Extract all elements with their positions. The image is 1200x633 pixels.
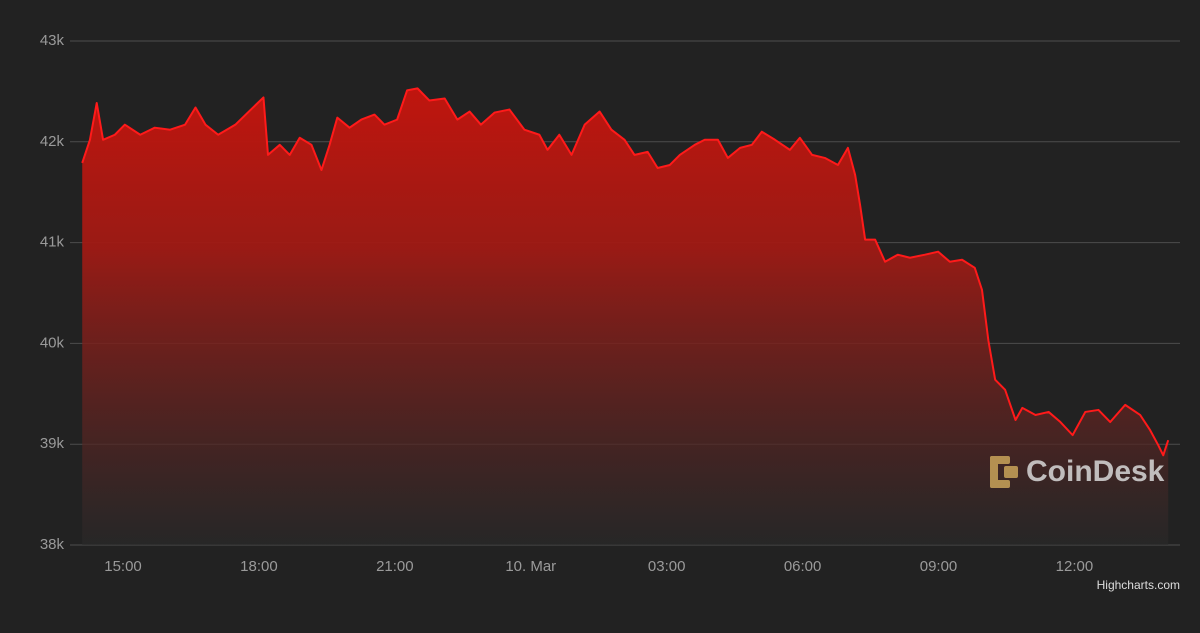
x-tick-label: 06:00 (784, 558, 822, 575)
x-tick-label: 03:00 (648, 558, 686, 575)
y-tick-label: 42k (40, 133, 65, 150)
x-tick-label: 12:00 (1056, 558, 1094, 575)
price-line (81, 87, 1170, 457)
axis-labels: 38k 39k 40k 41k 42k 43k 15:00 18:00 21:00 10. Mar… (40, 32, 1093, 575)
x-tick-label: 09:00 (920, 558, 958, 575)
watermark: CoinDesk (1026, 455, 1165, 488)
watermark-group: CoinDesk (990, 455, 1165, 488)
y-tick-label: 40k (40, 334, 65, 351)
credits: Highcharts.com (1097, 578, 1180, 592)
x-tick-label: 21:00 (376, 558, 414, 575)
y-tick-label: 38k (40, 536, 65, 553)
x-tick-label: 18:00 (240, 558, 278, 575)
watermark-icon (990, 456, 1018, 488)
plot-area (81, 87, 1170, 545)
y-tick-label: 43k (40, 32, 65, 49)
y-tick-label: 41k (40, 234, 65, 251)
y-tick-label: 39k (40, 435, 65, 452)
x-tick-label: 10. Mar (505, 558, 556, 575)
area-fill (82, 88, 1169, 545)
x-tick-label: 15:00 (104, 558, 142, 575)
